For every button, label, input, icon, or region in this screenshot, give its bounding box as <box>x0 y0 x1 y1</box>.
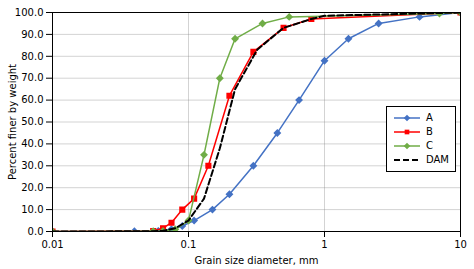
html-text:B: B <box>426 126 433 137</box>
svg-text:Percent finer by weight: Percent finer by weight <box>7 64 18 180</box>
svg-text:10.0: 10.0 <box>21 204 43 215</box>
svg-text:1: 1 <box>321 239 327 250</box>
svg-text:40.0: 40.0 <box>21 138 43 149</box>
svg-text:0.1: 0.1 <box>181 239 197 250</box>
svg-text:100.0: 100.0 <box>15 7 44 18</box>
html-text:DAM: DAM <box>426 154 449 165</box>
svg-text:50.0: 50.0 <box>21 116 43 127</box>
svg-text:20.0: 20.0 <box>21 182 43 193</box>
svg-text:70.0: 70.0 <box>21 72 43 83</box>
svg-text:60.0: 60.0 <box>21 94 43 105</box>
svg-text:80.0: 80.0 <box>21 51 43 62</box>
svg-text:90.0: 90.0 <box>21 29 43 40</box>
svg-text:0.01: 0.01 <box>41 239 63 250</box>
html-text:A: A <box>426 112 433 123</box>
svg-text:10: 10 <box>454 239 467 250</box>
svg-text:0.0: 0.0 <box>28 226 44 237</box>
svg-text:30.0: 30.0 <box>21 160 43 171</box>
html-text:C: C <box>426 140 433 151</box>
svg-text:Grain size diameter, mm: Grain size diameter, mm <box>194 255 318 266</box>
